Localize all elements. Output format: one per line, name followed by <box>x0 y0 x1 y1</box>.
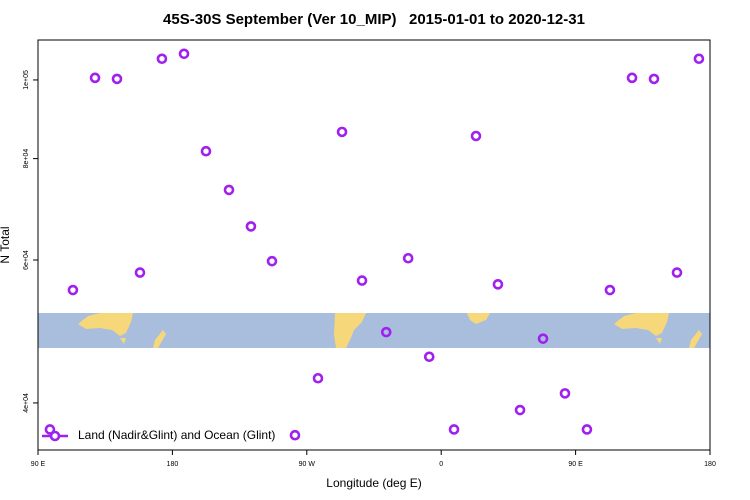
point <box>111 73 123 85</box>
point <box>89 72 101 84</box>
plot-frame <box>37 39 711 451</box>
x-tick-label: 90 E <box>568 461 583 468</box>
point <box>245 221 257 232</box>
point <box>266 255 278 267</box>
x-tick-label: 180 <box>704 461 716 468</box>
point <box>537 333 549 344</box>
land <box>78 313 702 348</box>
y-tick-label: 8e+04 <box>23 149 30 169</box>
legend-label: Land (Nadir&Glint) and Ocean (Glint) <box>78 428 275 442</box>
point <box>693 53 705 65</box>
x-axis-label: Longitude (deg E) <box>326 476 421 490</box>
y-tick-label: 6e+04 <box>23 250 30 270</box>
point <box>559 388 571 399</box>
y-axis-label: N Total <box>0 226 12 263</box>
point <box>44 424 56 435</box>
point <box>289 429 301 441</box>
point <box>380 326 392 338</box>
point <box>514 404 526 416</box>
point <box>336 126 348 138</box>
point <box>356 275 368 286</box>
y-tick-label: 1e+05 <box>23 70 30 90</box>
x-tick-label: 0 <box>439 461 443 468</box>
point <box>178 48 190 60</box>
point <box>156 53 168 65</box>
point <box>134 267 146 278</box>
point <box>604 284 616 296</box>
point <box>312 372 324 384</box>
point <box>492 279 504 290</box>
point <box>223 184 235 196</box>
point <box>200 145 212 157</box>
map-strip <box>38 313 710 348</box>
point <box>648 73 660 85</box>
point <box>626 72 638 84</box>
point <box>671 267 683 278</box>
x-tick-label: 90 W <box>299 461 316 468</box>
point <box>470 130 482 142</box>
legend-marker <box>49 430 61 442</box>
point <box>402 252 414 264</box>
point <box>67 284 79 296</box>
chart-title: 45S-30S September (Ver 10_MIP) 2015-01-0… <box>163 11 585 28</box>
point <box>448 424 460 435</box>
point <box>423 351 435 363</box>
x-tick-label: 90 E <box>31 461 46 468</box>
y-tick-label: 4e+04 <box>23 393 30 413</box>
point <box>581 424 593 435</box>
x-tick-label: 180 <box>167 461 179 468</box>
